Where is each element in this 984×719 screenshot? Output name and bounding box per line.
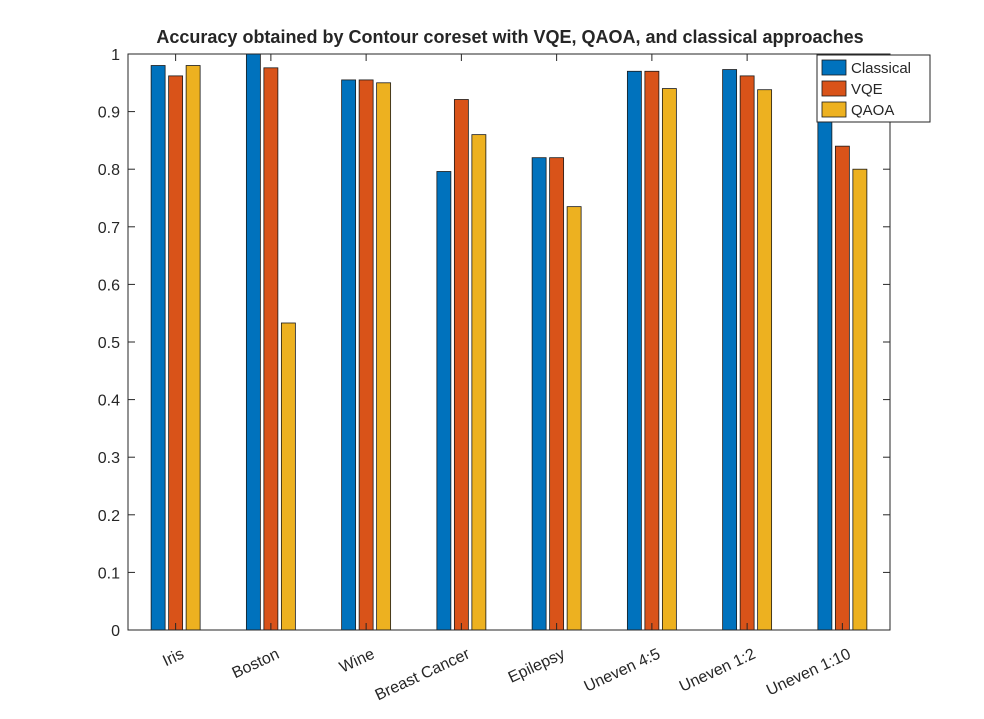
- legend-label-classical: Classical: [851, 60, 911, 77]
- bar-qaoa: [376, 82, 392, 631]
- legend-swatch-qaoa: [821, 101, 847, 118]
- legend-swatch-classical: [821, 59, 847, 76]
- y-tick-label: 0.5: [98, 335, 120, 352]
- legend: Classical VQE QAOA: [816, 54, 931, 123]
- bar-classical: [436, 171, 452, 631]
- x-tick-label: Boston: [230, 646, 282, 682]
- y-tick-label: 0.9: [98, 105, 120, 122]
- bar-qaoa: [566, 206, 582, 631]
- bar-qaoa: [471, 134, 487, 631]
- bar-vqe: [358, 79, 374, 631]
- bar-qaoa: [661, 88, 677, 631]
- x-tick-label: Breast Cancer: [373, 645, 473, 704]
- plot-area: [128, 54, 890, 630]
- bar-vqe: [263, 67, 279, 631]
- x-tick-label: Wine: [337, 646, 377, 677]
- y-tick-label: 0: [111, 623, 120, 640]
- bar-classical: [150, 65, 166, 631]
- plot-frame: [127, 53, 891, 631]
- y-tick-label: 0.3: [98, 450, 120, 467]
- bar-vqe: [549, 157, 565, 631]
- y-tick-label: 0.4: [98, 393, 120, 410]
- bar-vqe: [739, 75, 755, 631]
- y-tick-label: 0.1: [98, 565, 120, 582]
- y-tick-label: 0.7: [98, 220, 120, 237]
- bar-vqe: [644, 70, 660, 631]
- bar-classical: [722, 69, 738, 631]
- legend-label-vqe: VQE: [851, 81, 883, 98]
- bar-classical: [531, 157, 547, 631]
- legend-label-qaoa: QAOA: [851, 102, 894, 119]
- bar-classical: [626, 70, 642, 631]
- y-tick-label: 1: [111, 47, 120, 64]
- x-tick-label: Uneven 1:10: [764, 646, 854, 700]
- y-tick-label: 0.8: [98, 162, 120, 179]
- bars-group: [150, 53, 868, 631]
- x-tick-label: Iris: [160, 646, 187, 670]
- chart-title: Accuracy obtained by Contour coreset wit…: [156, 27, 863, 47]
- y-axis: 0 0.1 0.2 0.3 0.4 0.5 0.6 0.7 0.8 0.9 1: [98, 47, 890, 640]
- bar-classical: [341, 79, 357, 631]
- bar-vqe: [834, 145, 850, 631]
- x-tick-label: Uneven 4:5: [582, 646, 663, 696]
- bar-classical: [817, 82, 833, 631]
- bar-qaoa: [757, 89, 773, 631]
- bar-vqe: [168, 75, 184, 631]
- y-tick-label: 0.6: [98, 277, 120, 294]
- x-tick-label: Uneven 1:2: [677, 646, 758, 696]
- bar-vqe: [453, 99, 469, 631]
- legend-swatch-vqe: [821, 80, 847, 97]
- bar-classical: [245, 53, 261, 631]
- y-tick-label: 0.2: [98, 508, 120, 525]
- bar-qaoa: [185, 65, 201, 631]
- bar-qaoa: [852, 168, 868, 631]
- x-tick-label: Epilepsy: [506, 646, 568, 687]
- bar-qaoa: [280, 322, 296, 631]
